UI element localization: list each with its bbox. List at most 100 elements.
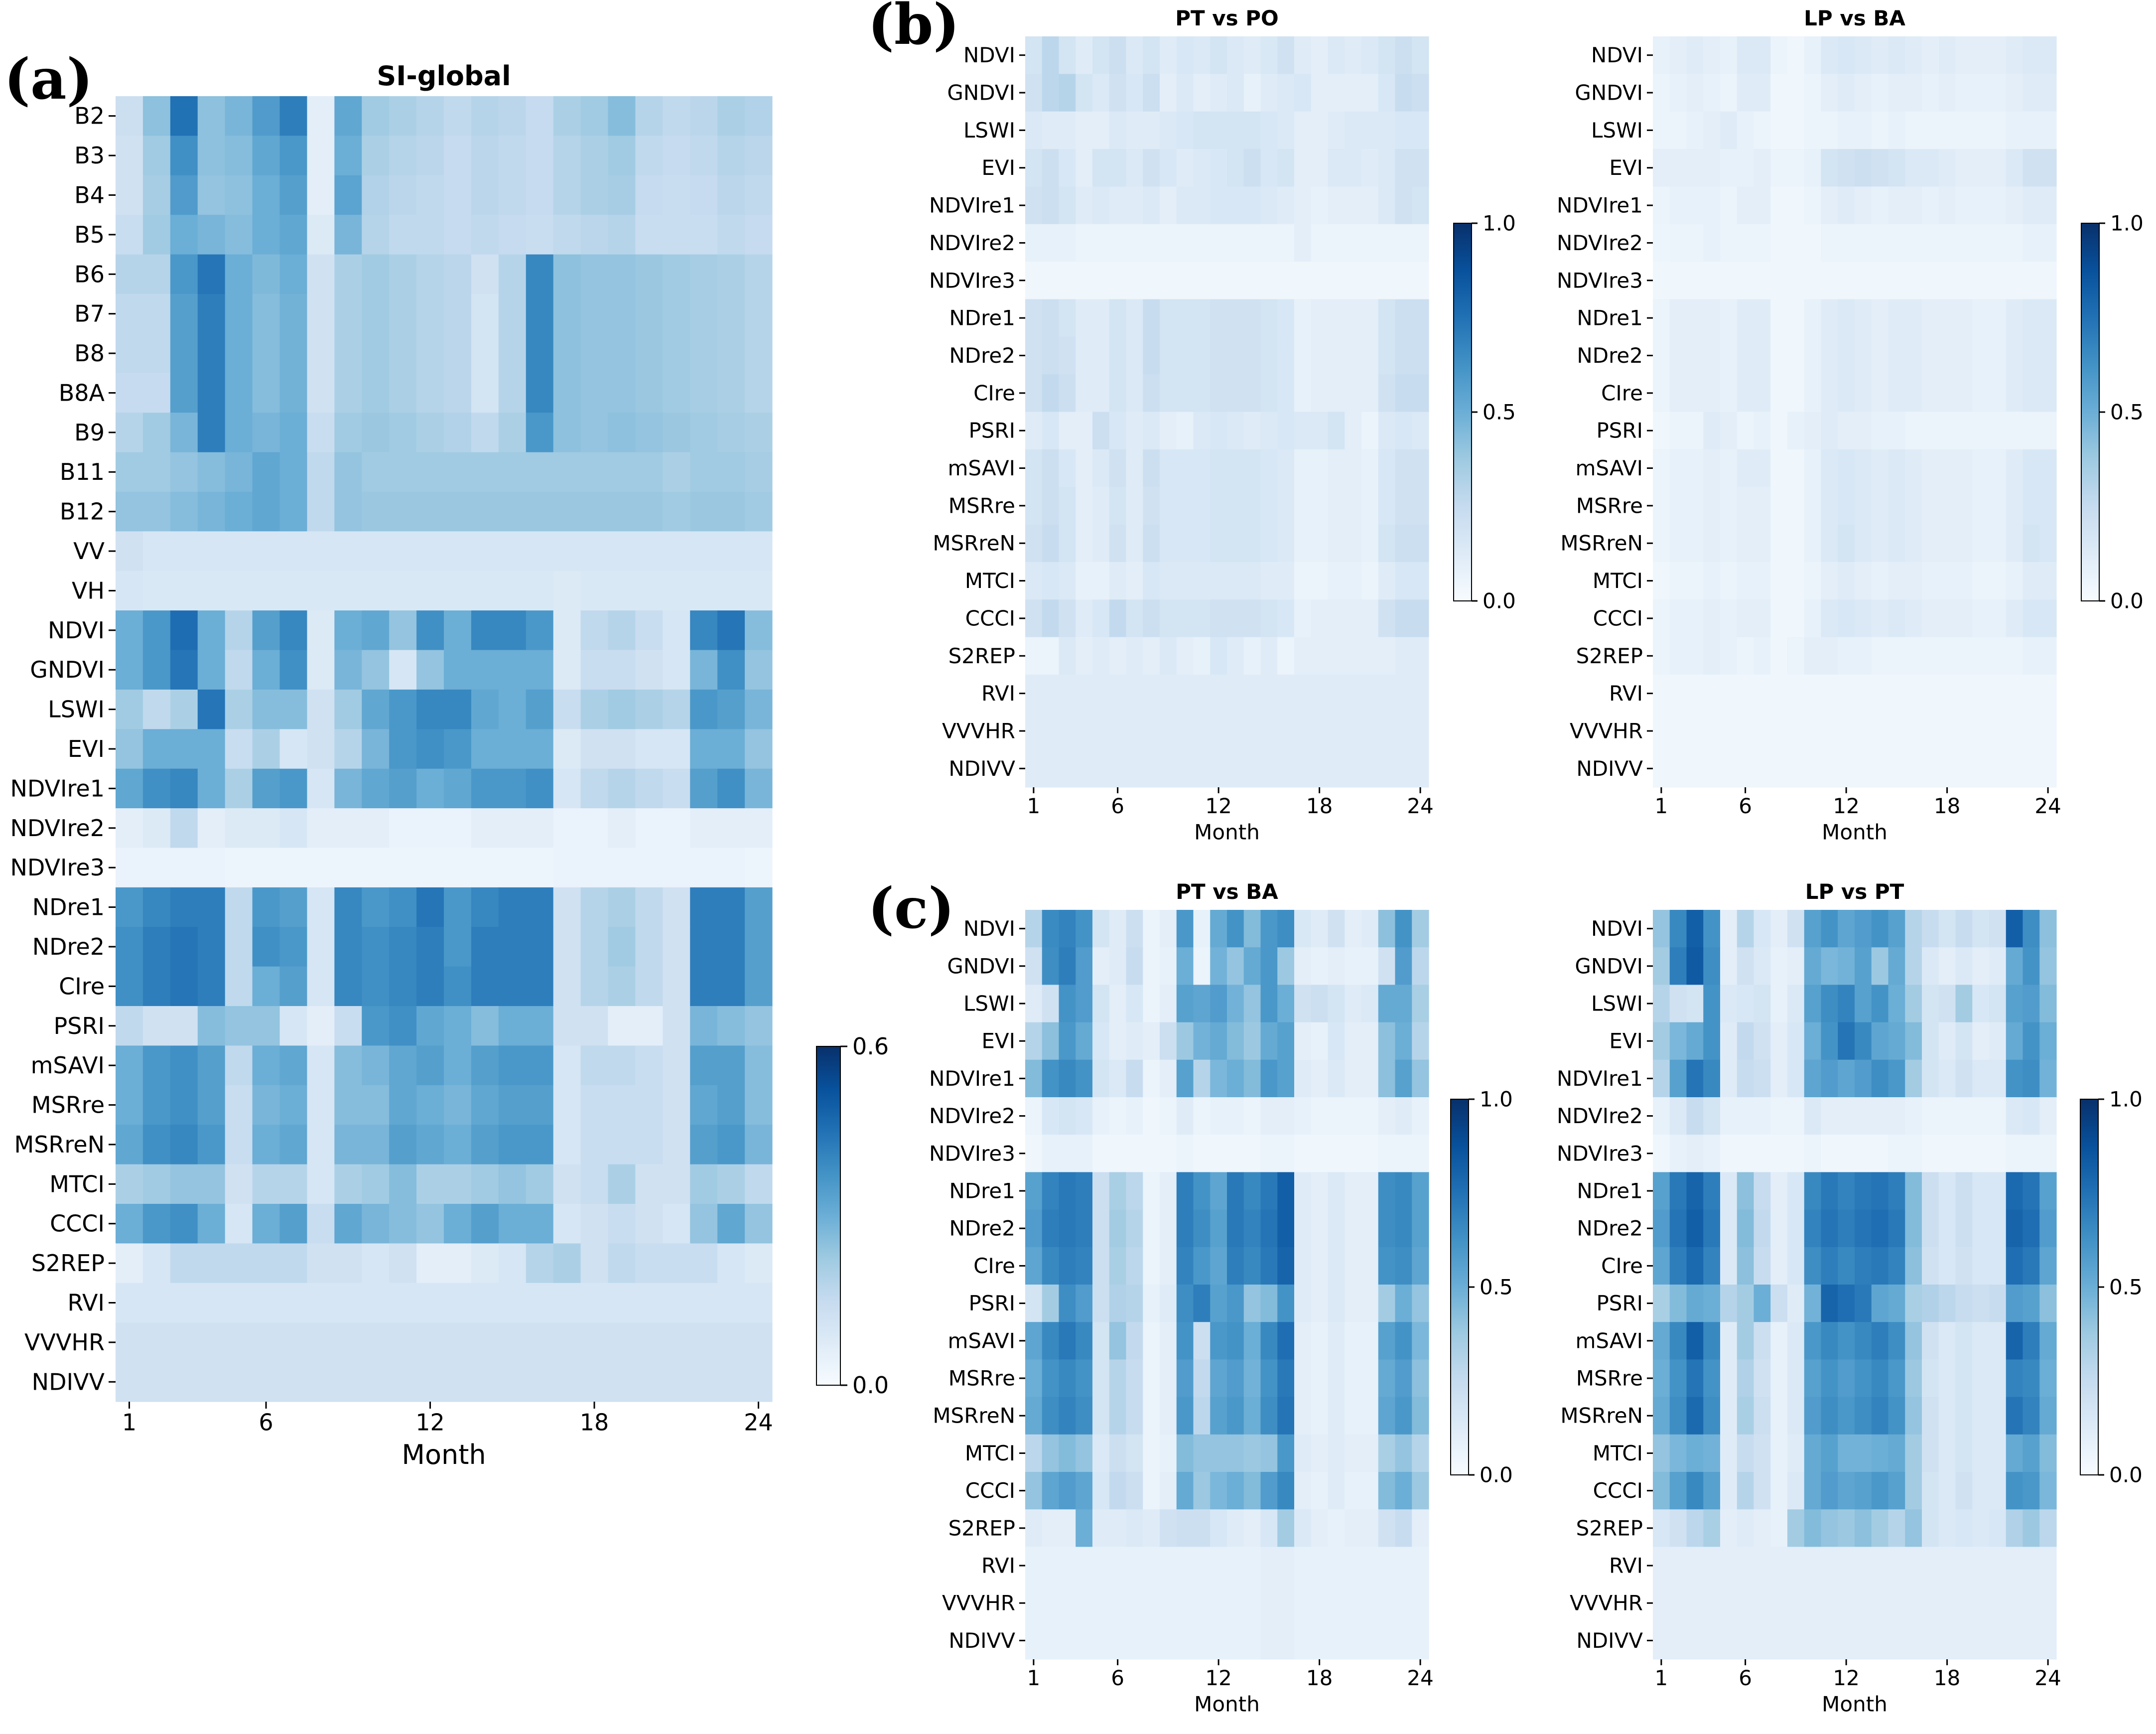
heatmap-cell-b12-m16 — [526, 491, 554, 532]
heatmap-cell-ndvire3-m10 — [1804, 1135, 1822, 1172]
heatmap-cell-mtci-m14 — [1243, 1434, 1261, 1472]
panel-label-c: (c) — [868, 876, 954, 941]
heatmap-cell-lswi-m24 — [2039, 985, 2057, 1023]
heatmap-cell-ndvire1-m4 — [197, 768, 226, 809]
heatmap-cell-msavi-m11 — [1193, 449, 1211, 487]
heatmap-cell-ndvi-m11 — [389, 610, 417, 651]
heatmap-cell-s2rep-m10 — [1176, 637, 1194, 675]
heatmap-cell-gndvi-m12 — [1838, 74, 1855, 112]
heatmap-cell-ndre1-m15 — [1888, 299, 1905, 337]
heatmap-cell-ccci-m9 — [1160, 1472, 1177, 1510]
heatmap-cell-ndre2-m22 — [1378, 1209, 1396, 1248]
heatmap-cell-psri-m22 — [690, 1006, 718, 1046]
heatmap-cell-b11-m16 — [526, 452, 554, 492]
heatmap-cell-mtci-m16 — [1905, 562, 1922, 600]
heatmap-cell-rvi-m11 — [389, 1283, 417, 1323]
heatmap-cell-msavi-m16 — [1277, 1322, 1295, 1360]
heatmap-cell-ndvire1-m10 — [1176, 1059, 1194, 1098]
heatmap-cell-ndre2-m8 — [307, 927, 335, 967]
heatmap-cell-ccci-m7 — [1126, 1472, 1143, 1510]
heatmap-cell-ndre2-m22 — [2006, 1209, 2023, 1248]
heatmap-cell-cire-m6 — [252, 966, 280, 1007]
heatmap-cell-b5-m19 — [608, 215, 636, 255]
heatmap-cell-b5-m3 — [170, 215, 198, 255]
heatmap-cell-msavi-m13 — [1855, 1322, 1872, 1360]
heatmap-cell-msrren-m10 — [1804, 1397, 1822, 1435]
heatmap-cell-ndre2-m15 — [1260, 336, 1278, 375]
heatmap-cell-rvi-m16 — [526, 1283, 554, 1323]
heatmap-cell-ndvi-m7 — [1126, 36, 1143, 74]
y-label-rvi: RVI — [981, 681, 1015, 706]
heatmap-cell-ccci-m17 — [1922, 1472, 1939, 1510]
heatmap-cell-cire-m4 — [1076, 374, 1093, 413]
heatmap-cell-cire-m22 — [690, 966, 718, 1007]
heatmap-cell-ccci-m15 — [1888, 1472, 1905, 1510]
heatmap-cell-vvvhr-m8 — [1143, 712, 1160, 750]
heatmap-cell-cire-m5 — [1720, 1247, 1738, 1285]
heatmap-cell-rvi-m4 — [197, 1283, 226, 1323]
heatmap-cell-evi-m20 — [1345, 1022, 1362, 1060]
heatmap-cell-ndre2-m5 — [1720, 1209, 1738, 1248]
y-label-ndvire3: NDVIre3 — [929, 1141, 1015, 1165]
x-tick-label-1: 1 — [1655, 1666, 1668, 1690]
heatmap-cell-evi-m13 — [1227, 1022, 1244, 1060]
y-label-ccci: CCCI — [1593, 1478, 1643, 1503]
heatmap-cell-vv-m16 — [526, 531, 554, 572]
heatmap-cell-psri-m4 — [1076, 1285, 1093, 1322]
heatmap-cell-vvvhr-m10 — [1176, 1584, 1194, 1622]
heatmap-cell-psri-m18 — [580, 1006, 609, 1046]
heatmap-cell-ndivv-m5 — [225, 1362, 253, 1402]
heatmap-cell-b4-m14 — [471, 175, 499, 215]
heatmap-cell-b4-m22 — [690, 175, 718, 215]
heatmap-cell-ndvire2-m10 — [1804, 1097, 1822, 1135]
heatmap-cell-b6-m10 — [362, 254, 390, 294]
heatmap-cell-ndre2-m17 — [1922, 336, 1939, 375]
heatmap-cell-ndivv-m16 — [1905, 1621, 1922, 1660]
heatmap-cell-ndre2-m4 — [197, 927, 226, 967]
heatmap-cell-ndvire3-m4 — [1076, 1135, 1093, 1172]
x-axis-label: Month — [1194, 1692, 1260, 1716]
heatmap-cell-b9-m14 — [471, 413, 499, 453]
heatmap-cell-mtci-m8 — [1770, 1434, 1788, 1472]
heatmap-cell-msrre-m5 — [1720, 1359, 1738, 1398]
chart-title: SI-global — [377, 60, 511, 92]
heatmap-cell-vvvhr-m2 — [142, 1322, 171, 1363]
heatmap-cell-evi-m8 — [1143, 1022, 1160, 1060]
heatmap-cell-ndvire3-m14 — [1871, 262, 1889, 300]
y-label-ndre2: NDre2 — [1577, 1216, 1643, 1241]
heatmap-cell-b8-m3 — [170, 333, 198, 374]
panel-label-b: (b) — [868, 0, 959, 57]
heatmap-cell-ndvi-m11 — [1821, 910, 1838, 948]
heatmap-cell-psri-m16 — [1277, 412, 1295, 450]
heatmap-cell-msavi-m1 — [116, 1045, 143, 1086]
heatmap-cell-msavi-m15 — [1260, 1322, 1278, 1360]
heatmap-cell-psri-m6 — [1109, 412, 1127, 450]
heatmap-cell-ccci-m18 — [580, 1204, 609, 1244]
heatmap-cell-mtci-m5 — [1720, 1434, 1738, 1472]
heatmap-cell-ndre2-m21 — [1989, 1209, 2007, 1248]
heatmap-cell-ndvire1-m9 — [1160, 186, 1177, 225]
heatmap-cell-lswi-m24 — [1412, 111, 1429, 149]
heatmap-cell-ndvire2-m12 — [416, 808, 444, 849]
heatmap-cell-gndvi-m5 — [1092, 74, 1110, 112]
heatmap-cell-ndvire3-m15 — [1888, 262, 1905, 300]
colorbar-tick-label: 1.0 — [1482, 211, 1516, 236]
heatmap-cell-lswi-m20 — [635, 689, 663, 729]
heatmap-cell-ndvire1-m15 — [1888, 1059, 1905, 1098]
heatmap-cell-gndvi-m21 — [663, 650, 690, 690]
heatmap-cell-msrre-m22 — [2006, 1359, 2023, 1398]
heatmap-cell-msrre-m13 — [1227, 1359, 1244, 1398]
heatmap-cell-ndvi-m20 — [635, 610, 663, 651]
heatmap-cell-rvi-m7 — [1753, 1547, 1771, 1585]
heatmap-cell-b7-m19 — [608, 293, 636, 334]
heatmap-cell-msrre-m8 — [307, 1085, 335, 1125]
heatmap-cell-rvi-m13 — [1227, 1547, 1244, 1585]
heatmap-cell-msavi-m11 — [1821, 1322, 1838, 1360]
heatmap-cell-s2rep-m23 — [2022, 1509, 2040, 1547]
heatmap-cell-lswi-m13 — [1855, 985, 1872, 1023]
heatmap-cell-ndivv-m17 — [1294, 749, 1312, 788]
heatmap-cell-mtci-m11 — [389, 1164, 417, 1204]
heatmap-cell-msavi-m21 — [1989, 449, 2007, 487]
x-axis-label: Month — [1822, 820, 1887, 844]
heatmap-cell-b6-m9 — [334, 254, 362, 294]
